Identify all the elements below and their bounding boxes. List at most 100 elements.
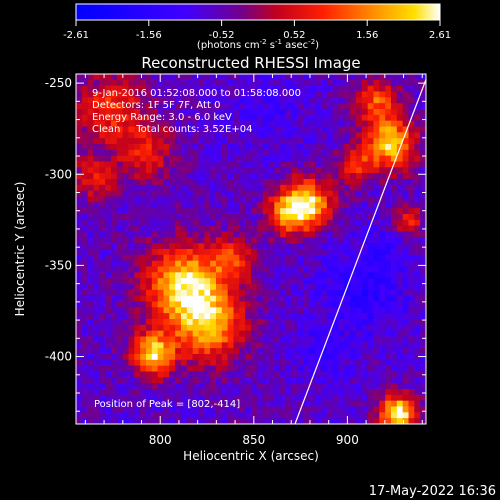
heatmap-cell bbox=[105, 179, 112, 186]
heatmap-cell bbox=[157, 231, 164, 238]
heatmap-cell bbox=[134, 225, 141, 232]
heatmap-cell bbox=[309, 348, 316, 355]
heatmap-cell bbox=[297, 354, 304, 361]
heatmap-cell bbox=[134, 249, 141, 256]
heatmap-cell bbox=[93, 272, 100, 279]
heatmap-cell bbox=[373, 243, 380, 250]
heatmap-cell bbox=[146, 371, 153, 378]
heatmap-cell bbox=[326, 319, 333, 326]
heatmap-cell bbox=[251, 359, 258, 366]
heatmap-cell bbox=[332, 97, 339, 104]
heatmap-cell bbox=[111, 418, 118, 424]
heatmap-cell bbox=[128, 225, 135, 232]
heatmap-cell bbox=[297, 74, 304, 81]
heatmap-cell bbox=[315, 74, 322, 81]
heatmap-cell bbox=[344, 365, 351, 372]
heatmap-cell bbox=[204, 219, 211, 226]
heatmap-cell bbox=[291, 365, 298, 372]
heatmap-cell bbox=[198, 97, 205, 104]
heatmap-cell bbox=[210, 336, 217, 343]
heatmap-cell bbox=[361, 289, 368, 296]
heatmap-cell bbox=[227, 219, 234, 226]
heatmap-cell bbox=[111, 371, 118, 378]
heatmap-cell bbox=[239, 319, 246, 326]
heatmap-cell bbox=[256, 103, 263, 110]
heatmap-cell bbox=[111, 330, 118, 337]
heatmap-cell bbox=[420, 389, 426, 396]
heatmap-cell bbox=[122, 383, 129, 390]
heatmap-cell bbox=[391, 179, 398, 186]
heatmap-cell bbox=[321, 120, 328, 127]
heatmap-cell bbox=[134, 260, 141, 267]
heatmap-cell bbox=[280, 266, 287, 273]
heatmap-cell bbox=[251, 272, 258, 279]
heatmap-cell bbox=[315, 237, 322, 244]
heatmap-cell bbox=[204, 237, 211, 244]
heatmap-cell bbox=[420, 179, 426, 186]
heatmap-cell bbox=[105, 132, 112, 139]
heatmap-cell bbox=[157, 284, 164, 291]
heatmap-cell bbox=[385, 336, 392, 343]
heatmap-cell bbox=[315, 219, 322, 226]
heatmap-cell bbox=[391, 319, 398, 326]
heatmap-cell bbox=[315, 377, 322, 384]
heatmap-cell bbox=[251, 313, 258, 320]
heatmap-cell bbox=[396, 173, 403, 180]
heatmap-cell bbox=[286, 79, 293, 86]
heatmap-cell bbox=[408, 266, 415, 273]
heatmap-cell bbox=[280, 260, 287, 267]
heatmap-cell bbox=[81, 202, 88, 209]
heatmap-cell bbox=[332, 225, 339, 232]
heatmap-cell bbox=[373, 336, 380, 343]
heatmap-cell bbox=[315, 330, 322, 337]
heatmap-cell bbox=[356, 342, 363, 349]
heatmap-cell bbox=[192, 179, 199, 186]
heatmap-cell bbox=[297, 155, 304, 162]
heatmap-cell bbox=[192, 114, 199, 121]
heatmap-cell bbox=[256, 284, 263, 291]
heatmap-cell bbox=[221, 237, 228, 244]
heatmap-cell bbox=[186, 214, 193, 221]
heatmap-cell bbox=[338, 295, 345, 302]
heatmap-cell bbox=[175, 289, 182, 296]
heatmap-cell bbox=[227, 144, 234, 151]
heatmap-cell bbox=[116, 132, 123, 139]
heatmap-cell bbox=[81, 371, 88, 378]
heatmap-cell bbox=[198, 324, 205, 331]
heatmap-cell bbox=[344, 190, 351, 197]
heatmap-cell bbox=[332, 342, 339, 349]
heatmap-cell bbox=[297, 383, 304, 390]
heatmap-cell bbox=[280, 138, 287, 145]
heatmap-cell bbox=[251, 371, 258, 378]
heatmap-cell bbox=[297, 418, 304, 424]
heatmap-cell bbox=[181, 254, 188, 261]
heatmap-cell bbox=[256, 400, 263, 407]
heatmap-cell bbox=[198, 400, 205, 407]
heatmap-cell bbox=[268, 254, 275, 261]
heatmap-cell bbox=[163, 354, 170, 361]
heatmap-cell bbox=[93, 359, 100, 366]
heatmap-cell bbox=[111, 354, 118, 361]
heatmap-cell bbox=[414, 365, 421, 372]
heatmap-cell bbox=[140, 214, 147, 221]
heatmap-cell bbox=[93, 161, 100, 168]
heatmap-cell bbox=[227, 120, 234, 127]
heatmap-cell bbox=[233, 179, 240, 186]
heatmap-cell bbox=[169, 85, 176, 92]
heatmap-cell bbox=[344, 144, 351, 151]
heatmap-cell bbox=[93, 418, 100, 424]
heatmap-cell bbox=[385, 260, 392, 267]
heatmap-cell bbox=[99, 319, 106, 326]
heatmap-cell bbox=[93, 155, 100, 162]
heatmap-cell bbox=[373, 266, 380, 273]
heatmap-cell bbox=[338, 173, 345, 180]
heatmap-cell bbox=[146, 85, 153, 92]
heatmap-cell bbox=[146, 394, 153, 401]
heatmap-cell bbox=[128, 184, 135, 191]
heatmap-cell bbox=[181, 377, 188, 384]
heatmap-cell bbox=[216, 208, 223, 215]
annotation-peak-position: Position of Peak = [802,-414] bbox=[94, 399, 240, 410]
heatmap-cell bbox=[198, 202, 205, 209]
heatmap-cell bbox=[379, 184, 386, 191]
heatmap-cell bbox=[128, 389, 135, 396]
